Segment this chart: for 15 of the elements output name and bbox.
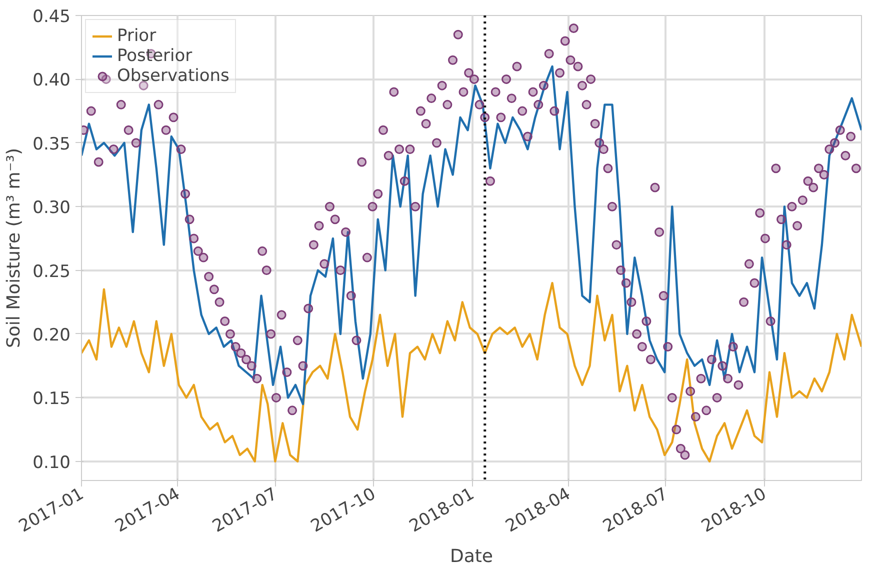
y-tick-label: 0.15: [32, 389, 71, 410]
y-tick-label: 0.40: [32, 70, 71, 91]
y-tick-label: 0.45: [32, 7, 71, 27]
legend-label: Posterior: [117, 46, 192, 66]
line-series: [82, 65, 862, 406]
y-axis-title: Soil Moisture (m³ m⁻³): [4, 148, 25, 348]
x-axis-title: Date: [450, 546, 494, 568]
y-tick-label: 0.35: [32, 134, 71, 154]
line-series: [82, 282, 862, 462]
legend-label: Observations: [117, 66, 230, 86]
y-tick-label: 0.20: [32, 325, 71, 346]
y-tick-label: 0.10: [32, 452, 71, 473]
y-tick-label: 0.25: [32, 262, 71, 282]
y-tick-label: 0.30: [32, 198, 71, 218]
legend-label: Prior: [117, 26, 156, 46]
